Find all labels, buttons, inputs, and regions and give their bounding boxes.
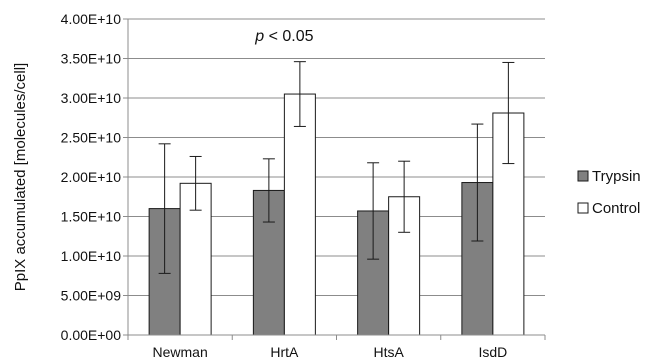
error-bar bbox=[293, 61, 306, 127]
y-tick-label: 3.50E+10 bbox=[61, 51, 122, 67]
legend-label: Trypsin bbox=[592, 168, 641, 185]
y-tick-label: 2.00E+10 bbox=[61, 169, 122, 185]
y-tick-label: 1.50E+10 bbox=[61, 209, 122, 225]
x-tick-label: HtsA bbox=[373, 344, 404, 360]
legend-item-control: Control bbox=[577, 200, 640, 217]
x-tick-labels: Newman HrtA HtsA IsdD bbox=[153, 344, 508, 360]
error-bars bbox=[158, 61, 515, 274]
y-tick-label: 4.00E+10 bbox=[61, 11, 122, 27]
y-tick-label: 0.00E+00 bbox=[61, 327, 122, 343]
legend-swatch bbox=[577, 202, 589, 214]
error-bar bbox=[398, 160, 411, 233]
error-bar bbox=[158, 143, 171, 274]
y-tick-label: 2.50E+10 bbox=[61, 130, 122, 146]
legend-swatch bbox=[577, 170, 589, 182]
legend-item-trypsin: Trypsin bbox=[577, 168, 641, 185]
legend: Trypsin Control bbox=[577, 168, 641, 217]
annotations: p < 0.05 bbox=[254, 28, 313, 45]
error-bar bbox=[262, 158, 275, 223]
bar-control-hrta bbox=[283, 93, 316, 336]
error-bar bbox=[189, 155, 202, 211]
error-bar bbox=[367, 162, 380, 260]
bars bbox=[148, 93, 525, 336]
significance-annotation: p < 0.05 bbox=[254, 28, 313, 45]
x-tick-label: IsdD bbox=[478, 344, 507, 360]
error-bar bbox=[502, 61, 515, 165]
y-axis-title: PpIX accumulated [molecules/cell] bbox=[12, 63, 29, 291]
y-tick-label: 1.00E+10 bbox=[61, 248, 122, 264]
x-tick-label: HrtA bbox=[270, 344, 299, 360]
legend-label: Control bbox=[592, 200, 640, 217]
x-tick-label: Newman bbox=[153, 344, 208, 360]
y-tick-label: 5.00E+09 bbox=[61, 288, 122, 304]
y-tick-label: 3.00E+10 bbox=[61, 90, 122, 106]
y-tick-labels: 0.00E+00 5.00E+09 1.00E+10 1.50E+10 2.00E+10… bbox=[61, 11, 122, 343]
error-bar bbox=[471, 123, 484, 242]
axes bbox=[127, 19, 546, 340]
